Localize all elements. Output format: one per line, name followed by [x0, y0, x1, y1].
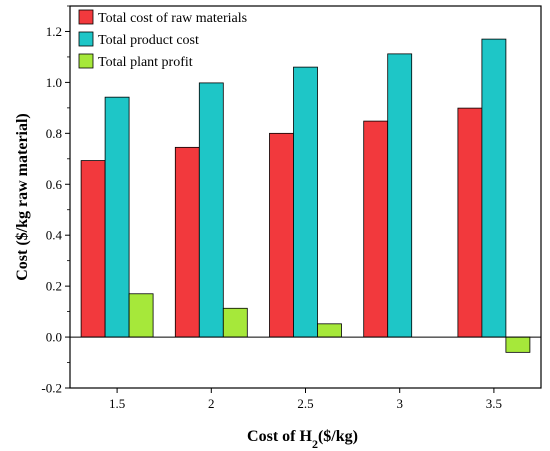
y-tick-label: 1.0: [46, 75, 62, 90]
y-tick-label: 1.2: [46, 24, 62, 39]
bar-plant-profit-1.5: [128, 293, 154, 338]
bar-raw-materials-3: [363, 120, 389, 338]
bar-product-cost-2.5: [293, 66, 318, 338]
y-tick-label: 0.6: [46, 177, 63, 192]
bar-product-cost-2: [198, 82, 224, 338]
bar-series-group: [80, 38, 531, 353]
bar-raw-materials-2.5: [269, 132, 294, 338]
x-axis-label-suffix: ($/kg): [318, 428, 358, 445]
y-axis-label: Cost ($/kg raw material): [14, 113, 31, 281]
legend-swatch-product-cost: [78, 31, 94, 47]
x-axis-label-prefix: Cost of H: [247, 428, 312, 445]
y-tick-label: 0.4: [46, 228, 63, 243]
bar-product-cost-3.5: [481, 38, 507, 338]
x-tick-label: 3.5: [486, 396, 502, 411]
y-tick-label: -0.2: [41, 381, 62, 396]
x-axis-label-subscript: 2: [312, 437, 318, 451]
legend-swatch-raw-materials: [78, 9, 94, 25]
legend: Total cost of raw materials Total produc…: [78, 9, 247, 70]
legend-swatch-plant-profit: [78, 53, 94, 69]
x-axis: 1.5 2 2.5 3 3.5: [109, 388, 502, 411]
bar-product-cost-3: [387, 53, 413, 338]
x-axis-label: Cost of H2($/kg): [247, 428, 358, 451]
legend-label-product-cost: Total product cost: [98, 33, 199, 48]
x-tick-label: 2: [208, 396, 215, 411]
bar-product-cost-1.5: [104, 96, 130, 338]
legend-label-plant-profit: Total plant profit: [98, 55, 193, 70]
bar-raw-materials-2: [174, 146, 200, 338]
y-axis: -0.2 0.0 0.2 0.4 0.6 0.8 1.0 1.2: [41, 5, 70, 396]
bar-raw-materials-3.5: [457, 107, 483, 338]
y-tick-label: 0.8: [46, 126, 62, 141]
legend-label-raw-materials: Total cost of raw materials: [98, 11, 247, 26]
bar-raw-materials-1.5: [80, 160, 106, 338]
bar-plant-profit-2: [222, 307, 248, 338]
bar-plant-profit-3.5: [505, 336, 531, 353]
x-tick-label: 3: [396, 396, 403, 411]
y-tick-label: 0.2: [46, 279, 62, 294]
bar-plant-profit-2.5: [317, 323, 342, 338]
x-tick-label: 1.5: [109, 396, 125, 411]
y-tick-label: 0.0: [46, 330, 62, 345]
x-tick-label: 2.5: [297, 396, 313, 411]
